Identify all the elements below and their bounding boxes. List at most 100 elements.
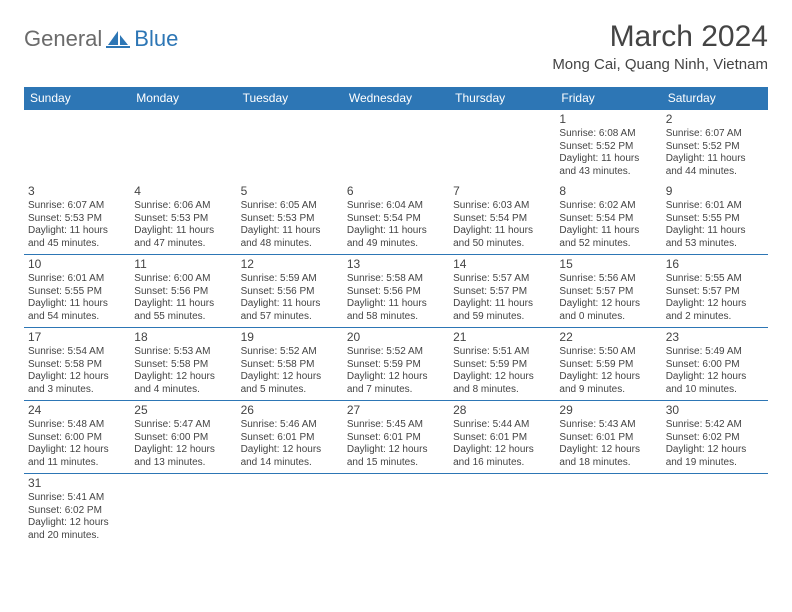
sail-icon bbox=[106, 29, 130, 49]
day-number: 25 bbox=[134, 403, 232, 418]
sunrise-text: Sunrise: 5:42 AM bbox=[666, 419, 764, 432]
day-cell: 4Sunrise: 6:06 AMSunset: 5:53 PMDaylight… bbox=[130, 182, 236, 255]
daylight-text: Daylight: 12 hours and 16 minutes. bbox=[453, 444, 551, 469]
logo-text-blue: Blue bbox=[134, 26, 178, 52]
sunset-text: Sunset: 6:01 PM bbox=[559, 432, 657, 445]
sunset-text: Sunset: 6:01 PM bbox=[453, 432, 551, 445]
day-cell: 27Sunrise: 5:45 AMSunset: 6:01 PMDayligh… bbox=[343, 401, 449, 474]
day-number: 12 bbox=[241, 257, 339, 272]
sunrise-text: Sunrise: 5:47 AM bbox=[134, 419, 232, 432]
sunset-text: Sunset: 5:54 PM bbox=[453, 213, 551, 226]
sunset-text: Sunset: 5:52 PM bbox=[666, 141, 764, 154]
day-number: 22 bbox=[559, 330, 657, 345]
sunrise-text: Sunrise: 6:06 AM bbox=[134, 200, 232, 213]
day-cell: 6Sunrise: 6:04 AMSunset: 5:54 PMDaylight… bbox=[343, 182, 449, 255]
daylight-text: Daylight: 12 hours and 11 minutes. bbox=[28, 444, 126, 469]
sunset-text: Sunset: 5:53 PM bbox=[241, 213, 339, 226]
calendar-table: Sunday Monday Tuesday Wednesday Thursday… bbox=[24, 87, 768, 546]
sunset-text: Sunset: 6:02 PM bbox=[666, 432, 764, 445]
sunset-text: Sunset: 5:56 PM bbox=[347, 286, 445, 299]
sunset-text: Sunset: 5:59 PM bbox=[453, 359, 551, 372]
week-row: 17Sunrise: 5:54 AMSunset: 5:58 PMDayligh… bbox=[24, 328, 768, 401]
day-cell bbox=[555, 474, 661, 547]
sunrise-text: Sunrise: 6:07 AM bbox=[28, 200, 126, 213]
sunset-text: Sunset: 5:58 PM bbox=[28, 359, 126, 372]
day-cell: 15Sunrise: 5:56 AMSunset: 5:57 PMDayligh… bbox=[555, 255, 661, 328]
sunrise-text: Sunrise: 5:57 AM bbox=[453, 273, 551, 286]
day-number: 16 bbox=[666, 257, 764, 272]
daylight-text: Daylight: 12 hours and 13 minutes. bbox=[134, 444, 232, 469]
day-cell: 9Sunrise: 6:01 AMSunset: 5:55 PMDaylight… bbox=[662, 182, 768, 255]
day-cell: 5Sunrise: 6:05 AMSunset: 5:53 PMDaylight… bbox=[237, 182, 343, 255]
day-number: 9 bbox=[666, 184, 764, 199]
sunrise-text: Sunrise: 6:04 AM bbox=[347, 200, 445, 213]
daylight-text: Daylight: 12 hours and 8 minutes. bbox=[453, 371, 551, 396]
day-number: 15 bbox=[559, 257, 657, 272]
sunset-text: Sunset: 5:57 PM bbox=[559, 286, 657, 299]
sunrise-text: Sunrise: 5:58 AM bbox=[347, 273, 445, 286]
day-cell: 21Sunrise: 5:51 AMSunset: 5:59 PMDayligh… bbox=[449, 328, 555, 401]
sunrise-text: Sunrise: 5:45 AM bbox=[347, 419, 445, 432]
month-title: March 2024 bbox=[552, 20, 768, 54]
daylight-text: Daylight: 11 hours and 44 minutes. bbox=[666, 153, 764, 178]
sunset-text: Sunset: 5:59 PM bbox=[347, 359, 445, 372]
day-number: 2 bbox=[666, 112, 764, 127]
day-cell: 17Sunrise: 5:54 AMSunset: 5:58 PMDayligh… bbox=[24, 328, 130, 401]
daylight-text: Daylight: 11 hours and 48 minutes. bbox=[241, 225, 339, 250]
daylight-text: Daylight: 12 hours and 14 minutes. bbox=[241, 444, 339, 469]
day-number: 19 bbox=[241, 330, 339, 345]
location: Mong Cai, Quang Ninh, Vietnam bbox=[552, 56, 768, 73]
logo: General Blue bbox=[24, 26, 178, 52]
day-cell: 14Sunrise: 5:57 AMSunset: 5:57 PMDayligh… bbox=[449, 255, 555, 328]
day-cell: 28Sunrise: 5:44 AMSunset: 6:01 PMDayligh… bbox=[449, 401, 555, 474]
sunset-text: Sunset: 6:00 PM bbox=[28, 432, 126, 445]
sunrise-text: Sunrise: 5:54 AM bbox=[28, 346, 126, 359]
sunrise-text: Sunrise: 6:08 AM bbox=[559, 128, 657, 141]
sunrise-text: Sunrise: 5:56 AM bbox=[559, 273, 657, 286]
day-cell: 25Sunrise: 5:47 AMSunset: 6:00 PMDayligh… bbox=[130, 401, 236, 474]
day-cell: 11Sunrise: 6:00 AMSunset: 5:56 PMDayligh… bbox=[130, 255, 236, 328]
day-number: 5 bbox=[241, 184, 339, 199]
day-number: 11 bbox=[134, 257, 232, 272]
week-row: 31Sunrise: 5:41 AMSunset: 6:02 PMDayligh… bbox=[24, 474, 768, 547]
sunset-text: Sunset: 5:57 PM bbox=[453, 286, 551, 299]
sunrise-text: Sunrise: 5:49 AM bbox=[666, 346, 764, 359]
day-cell: 13Sunrise: 5:58 AMSunset: 5:56 PMDayligh… bbox=[343, 255, 449, 328]
day-number: 14 bbox=[453, 257, 551, 272]
day-cell: 24Sunrise: 5:48 AMSunset: 6:00 PMDayligh… bbox=[24, 401, 130, 474]
week-row: 24Sunrise: 5:48 AMSunset: 6:00 PMDayligh… bbox=[24, 401, 768, 474]
daylight-text: Daylight: 11 hours and 52 minutes. bbox=[559, 225, 657, 250]
day-cell: 30Sunrise: 5:42 AMSunset: 6:02 PMDayligh… bbox=[662, 401, 768, 474]
col-monday: Monday bbox=[130, 87, 236, 110]
sunset-text: Sunset: 5:53 PM bbox=[28, 213, 126, 226]
sunrise-text: Sunrise: 5:51 AM bbox=[453, 346, 551, 359]
daylight-text: Daylight: 11 hours and 50 minutes. bbox=[453, 225, 551, 250]
day-number: 18 bbox=[134, 330, 232, 345]
sunrise-text: Sunrise: 5:48 AM bbox=[28, 419, 126, 432]
sunrise-text: Sunrise: 5:41 AM bbox=[28, 492, 126, 505]
sunset-text: Sunset: 5:56 PM bbox=[134, 286, 232, 299]
day-cell: 10Sunrise: 6:01 AMSunset: 5:55 PMDayligh… bbox=[24, 255, 130, 328]
sunset-text: Sunset: 5:55 PM bbox=[666, 213, 764, 226]
day-number: 30 bbox=[666, 403, 764, 418]
sunset-text: Sunset: 5:54 PM bbox=[347, 213, 445, 226]
daylight-text: Daylight: 11 hours and 59 minutes. bbox=[453, 298, 551, 323]
daylight-text: Daylight: 11 hours and 58 minutes. bbox=[347, 298, 445, 323]
calendar-body: 1Sunrise: 6:08 AMSunset: 5:52 PMDaylight… bbox=[24, 110, 768, 547]
sunset-text: Sunset: 5:59 PM bbox=[559, 359, 657, 372]
daylight-text: Daylight: 12 hours and 7 minutes. bbox=[347, 371, 445, 396]
sunrise-text: Sunrise: 5:44 AM bbox=[453, 419, 551, 432]
daylight-text: Daylight: 11 hours and 54 minutes. bbox=[28, 298, 126, 323]
day-cell bbox=[662, 474, 768, 547]
daylight-text: Daylight: 12 hours and 10 minutes. bbox=[666, 371, 764, 396]
col-friday: Friday bbox=[555, 87, 661, 110]
sunset-text: Sunset: 5:56 PM bbox=[241, 286, 339, 299]
daylight-text: Daylight: 12 hours and 18 minutes. bbox=[559, 444, 657, 469]
day-cell: 12Sunrise: 5:59 AMSunset: 5:56 PMDayligh… bbox=[237, 255, 343, 328]
day-header-row: Sunday Monday Tuesday Wednesday Thursday… bbox=[24, 87, 768, 110]
day-number: 3 bbox=[28, 184, 126, 199]
sunset-text: Sunset: 5:57 PM bbox=[666, 286, 764, 299]
day-cell: 7Sunrise: 6:03 AMSunset: 5:54 PMDaylight… bbox=[449, 182, 555, 255]
day-cell bbox=[237, 110, 343, 183]
sunrise-text: Sunrise: 5:59 AM bbox=[241, 273, 339, 286]
